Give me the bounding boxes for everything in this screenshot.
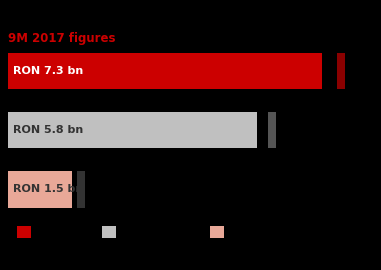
- Text: RON 5.8 bn: RON 5.8 bn: [13, 125, 83, 135]
- Text: RON 1.5 bn: RON 1.5 bn: [13, 184, 83, 194]
- Bar: [77, 171, 85, 208]
- Text: RON 7.3 bn: RON 7.3 bn: [13, 66, 83, 76]
- Bar: [337, 53, 344, 89]
- Bar: [8, 53, 322, 89]
- FancyBboxPatch shape: [210, 226, 224, 238]
- Bar: [8, 171, 72, 208]
- FancyBboxPatch shape: [17, 226, 31, 238]
- Bar: [268, 112, 276, 149]
- Text: 9M 2017 figures: 9M 2017 figures: [8, 32, 115, 45]
- FancyBboxPatch shape: [102, 226, 116, 238]
- Bar: [8, 112, 257, 149]
